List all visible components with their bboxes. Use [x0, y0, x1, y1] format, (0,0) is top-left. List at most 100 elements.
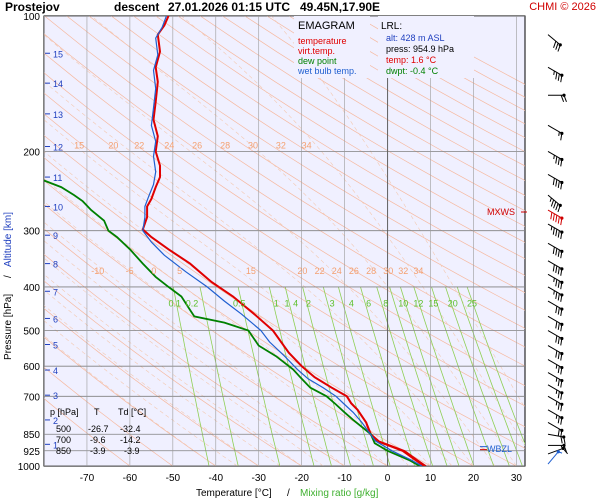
- mixing-ratio-label-upper: 34: [413, 266, 423, 276]
- x-tick-label: 30: [511, 473, 523, 484]
- wind-barb-dot: [560, 180, 564, 185]
- wind-barb-feather: [557, 293, 560, 301]
- mixing-ratio-label-lower: 2: [306, 299, 311, 309]
- wind-barb-feather: [557, 267, 560, 275]
- altitude-tick-label: 4: [53, 366, 58, 376]
- wind-barb-staff: [547, 451, 559, 465]
- wind-barb: [547, 433, 566, 444]
- y-axis-label-pressure: Pressure [hPa]: [3, 294, 14, 360]
- altitude-tick-label: 5: [53, 340, 58, 350]
- mixing-ratio-label-lower: 0.5: [233, 299, 246, 309]
- datetime-label: 27.01.2026 01:15 UTC: [168, 0, 291, 14]
- wind-barb-feather: [555, 321, 558, 329]
- wind-barb-feather: [555, 350, 558, 358]
- wind-barb-dot: [560, 378, 564, 383]
- wind-barb-feather: [552, 213, 555, 221]
- mxws-label: MXWS: [487, 207, 515, 217]
- mixing-ratio-label-upper: 28: [220, 140, 230, 150]
- wind-barb-feather: [555, 248, 558, 256]
- table-header-t: T: [94, 407, 100, 417]
- mixing-ratio-label-lower: 0.2: [186, 299, 199, 309]
- mixing-ratio-label-lower: 0.1: [169, 299, 182, 309]
- mixing-ratio-label-lower: 15: [428, 299, 438, 309]
- wind-barb-feather: [560, 417, 563, 425]
- wind-barb-feather: [555, 72, 558, 80]
- wind-barb: [547, 372, 564, 388]
- table-row-850-td: -3.9: [124, 446, 140, 456]
- lrl-press: press: 954.9 hPa: [386, 44, 454, 54]
- moist-adiabat-line: [271, 16, 525, 409]
- wind-barb-feather: [557, 322, 560, 330]
- mixing-ratio-label-upper: 30: [383, 266, 393, 276]
- wind-barb-dot: [560, 402, 564, 406]
- wind-barb-feather: [555, 279, 558, 287]
- wind-barb-feather: [560, 436, 563, 444]
- dry-adiabat-line: [44, 113, 525, 428]
- mixing-ratio-label-upper: 22: [134, 140, 144, 150]
- mixing-ratio-label-upper: 0: [151, 266, 156, 276]
- mixing-ratio-label-lower: 4: [293, 299, 298, 309]
- wind-barb-half-feather: [549, 197, 552, 202]
- moist-adiabat-line: [44, 177, 410, 466]
- wind-barb-feather: [552, 227, 555, 235]
- wind-barb-dot: [560, 365, 564, 370]
- wind-barb-feather: [552, 178, 555, 186]
- wind-barb-feather: [560, 353, 563, 361]
- wind-barb-feather: [560, 268, 563, 276]
- y-tick-label: 200: [23, 147, 40, 158]
- wind-barb-dot: [560, 280, 564, 284]
- wind-barb-half-feather: [555, 377, 558, 382]
- descent-label: descent: [114, 0, 160, 14]
- moist-adiabat-line: [44, 81, 474, 466]
- wind-barb-dot: [560, 336, 564, 341]
- altitude-tick-label: 6: [53, 314, 58, 324]
- altitude-tick-label: 14: [53, 79, 63, 89]
- wind-barb: [547, 260, 564, 276]
- mixing-ratio-label-lower: 8: [383, 299, 388, 309]
- legend-virt-temp: virt.temp.: [298, 46, 335, 56]
- wind-barb-feather: [555, 215, 558, 223]
- y-axis-separator: /: [3, 275, 14, 278]
- wind-barb-feather: [557, 73, 560, 81]
- table-row-500-t: -26.7: [88, 424, 109, 434]
- wind-barb-dot: [560, 307, 564, 311]
- y-axis-label: Pressure [hPa] / Altitude [km]: [3, 212, 14, 360]
- dry-adiabat-line: [44, 92, 525, 407]
- altitude-tick-label: 9: [53, 231, 58, 241]
- wind-barb-feather: [560, 182, 563, 190]
- table-row-500-p: 500: [56, 424, 71, 434]
- mixing-ratio-label-upper: 20: [108, 140, 118, 150]
- wind-barb-half-feather: [553, 70, 555, 75]
- altitude-tick-label: 11: [53, 173, 62, 183]
- dry-adiabat-line: [200, 16, 525, 212]
- table-header-td: Td [°C]: [118, 407, 146, 417]
- dry-adiabat-line: [44, 72, 525, 387]
- altitude-tick-label: 7: [53, 287, 58, 297]
- dry-adiabat-line: [155, 16, 525, 243]
- lrl-box: [378, 16, 474, 78]
- wind-barb: [547, 174, 564, 190]
- dry-adiabat-line: [44, 33, 525, 348]
- dry-adiabat-line: [44, 52, 525, 367]
- wind-barb-feather: [560, 218, 563, 226]
- altitude-tick-label: 2: [53, 416, 58, 426]
- wind-barb-feather: [557, 249, 560, 257]
- wind-barb-feather: [557, 205, 561, 213]
- wind-barb-feather: [560, 392, 563, 400]
- mixing-ratio-label-upper: -10: [91, 266, 104, 276]
- coords-label: 49.45N,17.90E: [300, 0, 381, 14]
- wind-barb-feather: [560, 75, 563, 83]
- table-row-700-p: 700: [56, 435, 71, 445]
- x-axis-separator: /: [287, 488, 290, 499]
- wind-barb-feather: [560, 282, 563, 290]
- wind-barb-dot: [560, 416, 564, 420]
- table-header-p: p [hPa]: [50, 407, 79, 417]
- wind-barb-feather: [555, 203, 559, 211]
- wind-barb-dot: [560, 131, 564, 135]
- wind-barb-feather: [560, 308, 563, 317]
- table-row-850-p: 850: [56, 446, 71, 456]
- series-dew-point-line: [44, 179, 421, 466]
- dry-adiabat-line: [177, 16, 525, 227]
- wind-barb-half-feather: [558, 131, 560, 136]
- wind-barb-dot: [560, 351, 564, 356]
